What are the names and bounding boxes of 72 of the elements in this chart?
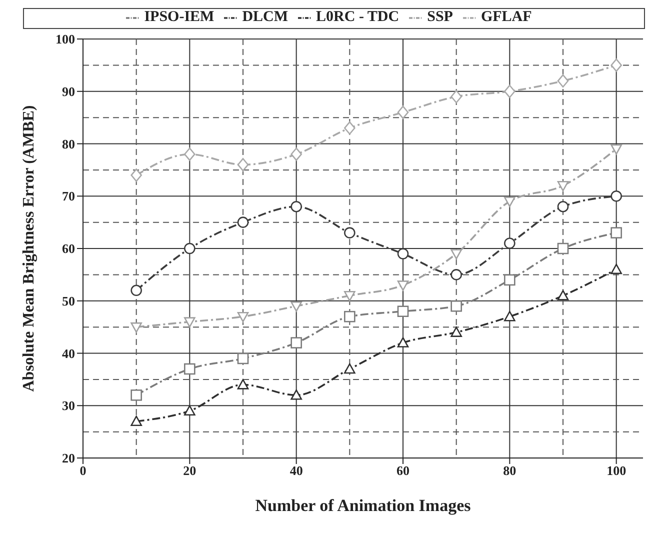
x-tick-label: 0 bbox=[80, 463, 86, 478]
legend-label: DLCM bbox=[242, 9, 288, 25]
point bbox=[290, 301, 302, 312]
point bbox=[450, 326, 462, 337]
point bbox=[397, 106, 409, 119]
y-tick-label: 40 bbox=[62, 346, 75, 361]
point bbox=[344, 310, 356, 322]
y-tick-label: 70 bbox=[62, 188, 75, 204]
legend-label: SSP bbox=[427, 9, 453, 25]
x-tick-label: 100 bbox=[606, 463, 626, 478]
point bbox=[397, 280, 409, 291]
point bbox=[344, 363, 356, 374]
x-tick-label: 80 bbox=[503, 463, 516, 478]
point bbox=[130, 168, 142, 182]
point bbox=[397, 248, 409, 260]
point bbox=[504, 196, 516, 208]
point bbox=[130, 416, 142, 426]
point bbox=[344, 290, 356, 302]
legend-label: GFLAF bbox=[480, 9, 532, 25]
point bbox=[184, 242, 196, 254]
y-tick-label: 20 bbox=[62, 450, 75, 466]
point bbox=[344, 121, 356, 135]
point bbox=[237, 352, 249, 364]
point bbox=[397, 306, 409, 317]
point bbox=[610, 190, 622, 202]
point bbox=[184, 317, 196, 328]
y-tick-label: 60 bbox=[62, 241, 75, 256]
y-tick-label: 90 bbox=[62, 84, 75, 99]
point bbox=[130, 390, 142, 401]
point bbox=[450, 249, 462, 260]
point bbox=[344, 227, 356, 238]
y-tick-label: 50 bbox=[62, 293, 75, 308]
y-tick-label: 100 bbox=[56, 32, 75, 47]
point bbox=[130, 284, 142, 296]
point bbox=[184, 405, 196, 416]
y-tick-label: 30 bbox=[62, 398, 75, 414]
point bbox=[557, 200, 569, 212]
y-axis-title: Absolute Mean Brightness Error (AMBE) bbox=[20, 105, 38, 392]
legend-label: IPSO-IEM bbox=[144, 9, 214, 25]
x-tick-label: 60 bbox=[396, 463, 410, 478]
point bbox=[237, 379, 249, 390]
legend-label: L0RC - TDC bbox=[316, 9, 400, 25]
point bbox=[184, 363, 196, 375]
point bbox=[504, 274, 516, 286]
point bbox=[290, 337, 302, 348]
point bbox=[237, 158, 249, 172]
point bbox=[450, 269, 462, 280]
x-tick-label: 40 bbox=[290, 463, 303, 478]
point bbox=[557, 74, 569, 88]
point bbox=[504, 310, 516, 322]
point bbox=[184, 148, 196, 161]
point bbox=[557, 242, 569, 254]
point bbox=[450, 300, 462, 312]
x-axis-title: Number of Animation Images bbox=[255, 496, 472, 515]
point bbox=[557, 181, 569, 192]
point bbox=[290, 390, 302, 400]
point bbox=[610, 58, 622, 72]
x-tick-label: 20 bbox=[183, 463, 196, 478]
point bbox=[290, 200, 302, 212]
point bbox=[130, 322, 142, 333]
point bbox=[504, 84, 516, 98]
point bbox=[557, 290, 569, 300]
point bbox=[610, 227, 622, 238]
point bbox=[504, 238, 516, 249]
point bbox=[610, 144, 622, 155]
point bbox=[450, 90, 462, 104]
point bbox=[610, 264, 622, 274]
point bbox=[237, 216, 249, 228]
point bbox=[397, 337, 409, 348]
y-tick-label: 80 bbox=[62, 136, 75, 152]
point bbox=[237, 312, 249, 322]
point bbox=[290, 148, 302, 161]
